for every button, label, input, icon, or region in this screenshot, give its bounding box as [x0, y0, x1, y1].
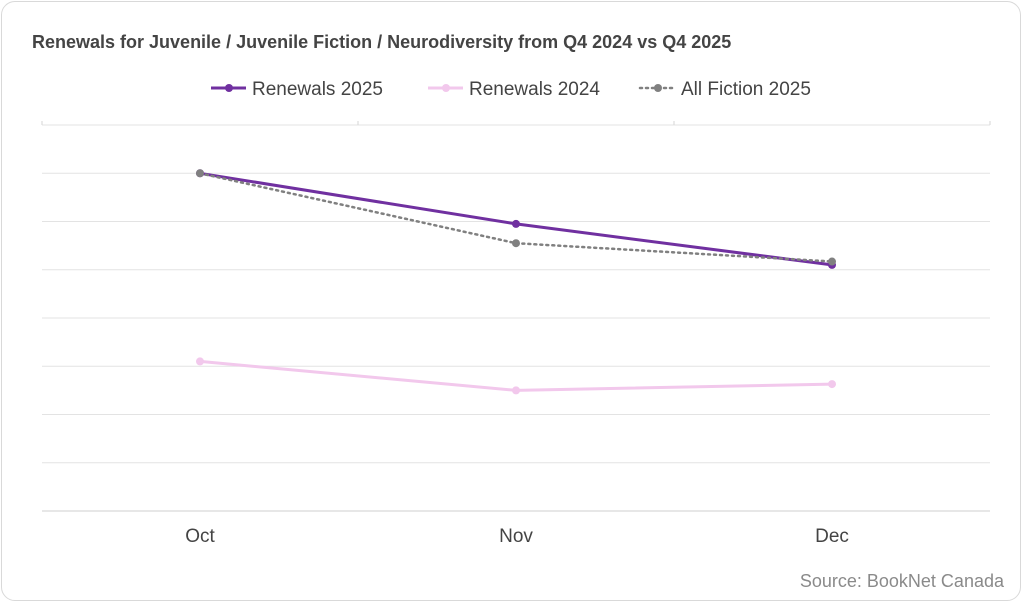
x-tick-label-2: Dec — [815, 526, 849, 547]
data-point-1-2 — [828, 380, 836, 389]
series-line-0 — [199, 171, 833, 267]
x-tick-label-1: Nov — [499, 526, 533, 547]
legend-label-2: All Fiction 2025 — [681, 79, 811, 100]
x-axis-ticks: Oct Nov Dec — [185, 526, 849, 547]
legend: Renewals 2025 Renewals 2024 All Fiction 20… — [211, 79, 811, 100]
legend-marker-0 — [225, 84, 233, 92]
data-point-2-0 — [196, 169, 204, 178]
source-note: Source: BookNet Canada — [799, 571, 1004, 591]
data-point-1-0 — [196, 357, 204, 366]
series-line-2 — [198, 172, 834, 263]
legend-label-1: Renewals 2024 — [469, 79, 600, 100]
x-tick-label-0: Oct — [185, 526, 215, 547]
legend-marker-2 — [654, 84, 662, 92]
legend-marker-1 — [442, 84, 450, 92]
data-point-1-1 — [512, 386, 520, 395]
data-point-2-2 — [828, 257, 836, 266]
data-point-0-1 — [512, 219, 520, 228]
data-point-2-1 — [512, 239, 520, 248]
grid-lines — [41, 121, 991, 512]
series-group — [196, 169, 836, 395]
chart-title: Renewals for Juvenile / Juvenile Fiction… — [32, 32, 732, 52]
legend-label-0: Renewals 2025 — [252, 79, 383, 100]
